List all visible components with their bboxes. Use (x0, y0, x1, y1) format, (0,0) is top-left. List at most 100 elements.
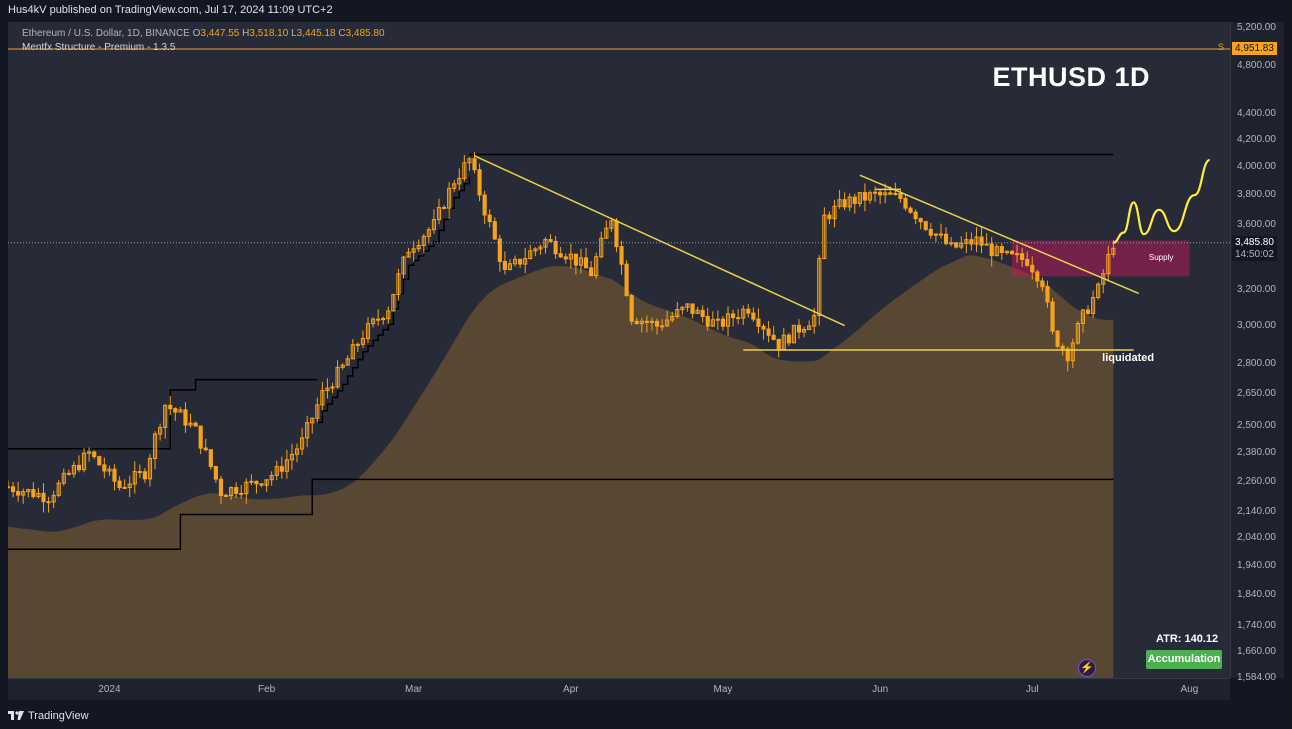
projection-path[interactable] (1113, 158, 1211, 244)
candle-body (381, 318, 386, 321)
indicator-name: Mentfx Structure - Premium - 1.3.5 (22, 42, 176, 53)
candle-body (751, 312, 756, 320)
candle-body (472, 158, 477, 171)
candle-body (1035, 271, 1040, 282)
candle-body (675, 309, 680, 317)
candle-body (1085, 309, 1091, 314)
tradingview-logo-icon (8, 711, 24, 720)
price-tick-label: 2,260.00 (1237, 475, 1276, 487)
candle-body (837, 199, 842, 207)
candle-body (1009, 250, 1015, 255)
candle-body (457, 177, 462, 185)
candle-body (731, 313, 736, 319)
time-tick-label: Feb (257, 684, 276, 695)
candle-body (949, 242, 954, 245)
candle-body (310, 417, 315, 424)
candle-body (406, 251, 411, 258)
low-label: L (291, 28, 297, 39)
candle-body (51, 494, 56, 503)
candle-body (102, 464, 107, 472)
candle-body (1091, 297, 1096, 314)
price-tick-label: 4,400.00 (1237, 108, 1276, 120)
descending-trendline-2 (859, 174, 1140, 295)
candle-body (71, 464, 76, 475)
symbol-legend[interactable]: Ethereum / U.S. Dollar, 1D, BINANCE O3,4… (22, 28, 385, 39)
candle-body (147, 457, 153, 480)
time-tick-label: Mar (405, 684, 423, 695)
candle-body (391, 293, 396, 312)
candle-body (680, 306, 685, 311)
descending-trendline-1 (474, 155, 845, 327)
candle-body (1045, 286, 1050, 303)
candle-body (198, 425, 203, 449)
candle-body (411, 248, 416, 253)
candle-body (776, 338, 781, 350)
open-value: 3,447.55 (200, 28, 240, 39)
candle-body (898, 192, 903, 199)
candle-body (431, 219, 436, 231)
candle-body (649, 320, 655, 323)
liquidated-label: liquidated (1102, 351, 1155, 364)
time-axis[interactable]: 2024 Feb Mar Apr May Jun Jul Aug (8, 678, 1230, 700)
candle-body (441, 206, 447, 209)
candle-body (933, 233, 938, 236)
candle-body (766, 328, 771, 336)
candle-body (300, 437, 305, 450)
supply-zone[interactable] (1011, 240, 1190, 277)
candle-body (827, 214, 832, 220)
trendlines[interactable] (8, 48, 1230, 351)
candle-body (492, 221, 497, 240)
candle-body (715, 318, 720, 321)
candle-body (315, 404, 320, 419)
candle-body (720, 318, 726, 327)
candle-body (771, 334, 776, 340)
candle-body (10, 486, 16, 493)
candle-body (142, 471, 147, 480)
chart-plot-area[interactable]: Ethereum / U.S. Dollar, 1D, BINANCE O3,4… (8, 22, 1230, 678)
candle-body (665, 319, 670, 327)
candle-body (609, 220, 614, 229)
candle-body (447, 187, 452, 209)
candle-body (350, 344, 355, 360)
lightning-icon[interactable]: ⚡ (1078, 659, 1096, 677)
price-axis[interactable]: 5,200.00 4,800.00 4,400.00 4,200.00 4,000.00… (1230, 22, 1284, 683)
price-chart[interactable] (8, 22, 1230, 678)
candle-body (371, 318, 376, 325)
time-tick-label: May (713, 684, 733, 695)
candle-body (903, 197, 908, 209)
candle-body (213, 466, 218, 480)
candle-body (1025, 258, 1030, 266)
candle-body (497, 238, 502, 262)
candle-body (386, 310, 391, 320)
high-value: 3,518.10 (249, 28, 289, 39)
candle-body (482, 194, 487, 216)
candle-body (690, 303, 695, 314)
candle-body (604, 227, 609, 239)
candle-body (847, 196, 852, 208)
candle-body (984, 243, 989, 246)
candle-body (173, 408, 178, 413)
candle-body (1004, 250, 1009, 254)
candle-body (137, 471, 142, 474)
price-tick-label: 1,584.00 (1237, 672, 1276, 683)
candle-body (974, 236, 979, 245)
candle-body (634, 320, 639, 325)
candle-body (107, 468, 112, 472)
candle-body (132, 471, 137, 485)
indicator-legend[interactable]: Mentfx Structure - Premium - 1.3.5 (22, 42, 175, 53)
candle-body (817, 257, 822, 317)
candle-body (578, 257, 584, 266)
candle-body (355, 343, 360, 346)
price-tick-label: 2,650.00 (1237, 388, 1276, 399)
candle-body (249, 480, 254, 483)
candle-body (284, 459, 289, 472)
candle-body (1111, 247, 1116, 255)
candle-body (548, 239, 553, 242)
candle-body (152, 433, 158, 459)
candle-body (979, 236, 984, 246)
price-tick-label: 5,200.00 (1237, 22, 1276, 33)
candle-body (117, 480, 122, 488)
time-tick-label: Apr (563, 684, 579, 695)
candle-body (81, 452, 87, 471)
candle-body (700, 309, 705, 317)
